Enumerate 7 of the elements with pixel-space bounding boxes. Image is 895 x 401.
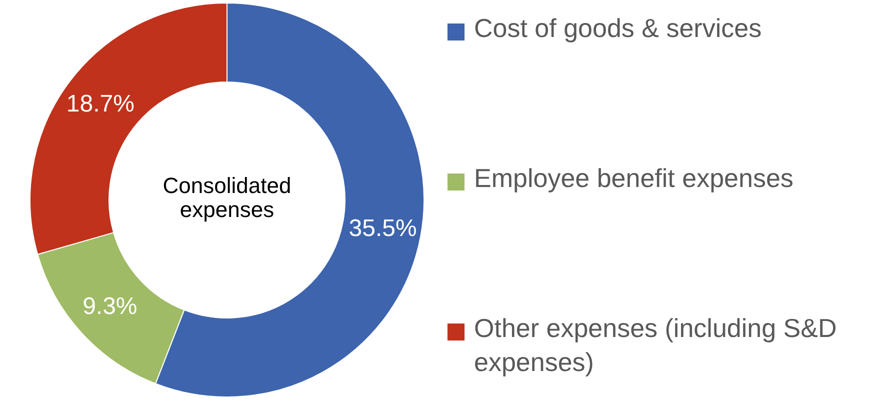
data-label: 9.3% [82,292,138,320]
legend-label: Employee benefit expenses [474,163,794,193]
legend-label: Other expenses (including S&D expenses) [474,313,837,377]
data-label: 35.5% [348,215,417,242]
data-label: 18.7% [66,90,134,118]
text: Consolidated expenses [162,173,292,222]
legend-label: Cost of goods & services [474,13,762,43]
